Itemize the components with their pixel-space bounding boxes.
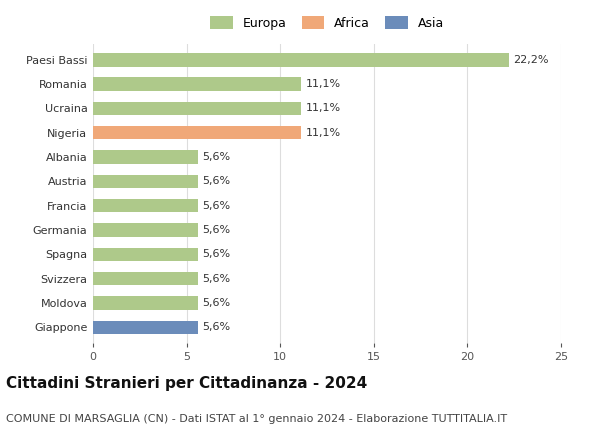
Text: 11,1%: 11,1% [305,103,341,114]
Bar [93,297,198,310]
Bar [93,248,198,261]
Text: COMUNE DI MARSAGLIA (CN) - Dati ISTAT al 1° gennaio 2024 - Elaborazione TUTTITAL: COMUNE DI MARSAGLIA (CN) - Dati ISTAT al… [6,414,507,424]
Text: 22,2%: 22,2% [513,55,549,65]
Bar [93,53,509,66]
Legend: Europa, Africa, Asia: Europa, Africa, Asia [205,11,449,35]
Text: 5,6%: 5,6% [203,298,230,308]
Text: 5,6%: 5,6% [203,274,230,284]
Bar [93,150,198,164]
Bar [93,224,198,237]
Text: 11,1%: 11,1% [305,128,341,138]
Bar [93,199,198,213]
Text: 5,6%: 5,6% [203,249,230,260]
Bar [93,102,301,115]
Bar [93,272,198,286]
Bar [93,175,198,188]
Bar [93,77,301,91]
Text: Cittadini Stranieri per Cittadinanza - 2024: Cittadini Stranieri per Cittadinanza - 2… [6,376,367,391]
Bar [93,321,198,334]
Text: 5,6%: 5,6% [203,152,230,162]
Text: 5,6%: 5,6% [203,225,230,235]
Text: 5,6%: 5,6% [203,323,230,332]
Text: 11,1%: 11,1% [305,79,341,89]
Text: 5,6%: 5,6% [203,201,230,211]
Text: 5,6%: 5,6% [203,176,230,187]
Bar [93,126,301,139]
